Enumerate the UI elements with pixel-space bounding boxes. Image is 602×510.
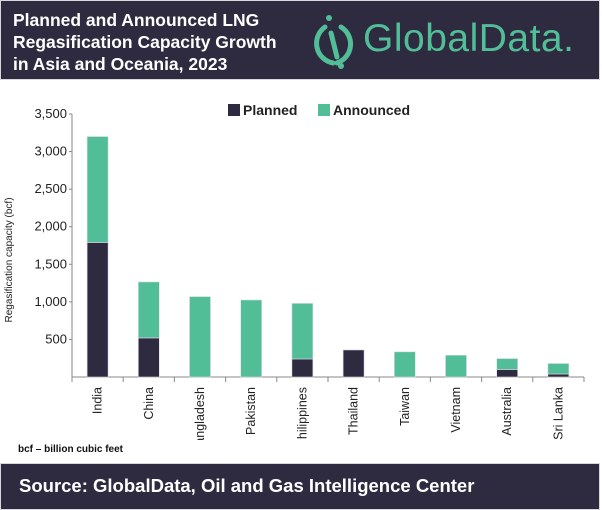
bar-planned: [496, 369, 519, 378]
x-category-label: Philippines: [295, 387, 309, 440]
bar-announced: [445, 354, 467, 378]
bar-planned: [138, 337, 160, 378]
bar-announced: [393, 351, 416, 378]
bar-planned: [342, 349, 365, 378]
unit-note: bcf – billion cubic feet: [18, 444, 124, 455]
x-category-label: Thailand: [347, 387, 361, 435]
globaldata-logo: GlobalData.: [311, 13, 596, 69]
title-line-3: in Asia and Oceania, 2023: [13, 54, 228, 74]
legend: Planned Announced: [228, 102, 410, 118]
title-line-2: Regasification Capacity Growth: [13, 32, 277, 52]
legend-label-announced: Announced: [333, 102, 410, 118]
bar-announced: [86, 136, 109, 243]
y-tick-label: 500: [45, 331, 67, 346]
x-category-label: Pakistan: [244, 387, 258, 435]
bar-planned: [86, 242, 109, 378]
x-category-label: Taiwan: [398, 387, 412, 426]
logo-mark-icon: [314, 15, 354, 69]
footer-banner: Source: GlobalData, Oil and Gas Intellig…: [0, 463, 600, 510]
bar-announced: [189, 296, 211, 378]
y-tick-label: 1,000: [34, 294, 67, 309]
legend-label-planned: Planned: [243, 102, 297, 118]
y-tick-label: 2,500: [34, 181, 67, 196]
y-tick-label: 3,000: [34, 144, 67, 159]
bar-announced: [138, 281, 160, 339]
y-axis-label: Regasification capacity (bcf): [4, 197, 15, 322]
x-category-label: China: [142, 387, 156, 420]
bar-chart: Planned Announced Regasification capacit…: [4, 102, 585, 440]
bar-announced: [547, 363, 570, 375]
x-category-label: Australia: [500, 387, 514, 436]
bar-planned: [291, 358, 314, 378]
y-tick-label: 2,000: [34, 219, 67, 234]
x-category-label: Vietnam: [449, 387, 463, 433]
chart-title: Planned and Announced LNG Regasification…: [13, 9, 283, 75]
bar-planned: [547, 373, 570, 378]
bar-announced: [496, 358, 519, 370]
y-tick-label: 3,500: [34, 106, 67, 121]
legend-swatch-announced: [318, 104, 330, 116]
bar-announced: [291, 303, 314, 360]
y-tick-label: 1,500: [34, 256, 67, 271]
bar-announced: [240, 299, 262, 378]
title-line-1: Planned and Announced LNG: [13, 10, 260, 30]
x-category-label: India: [91, 387, 105, 414]
source-text: Source: GlobalData, Oil and Gas Intellig…: [19, 475, 475, 496]
logo-text: GlobalData.: [363, 17, 575, 60]
x-category-label: Sri Lanka: [551, 387, 565, 440]
legend-swatch-planned: [228, 104, 240, 116]
header-banner: Planned and Announced LNG Regasification…: [0, 0, 600, 80]
x-category-label: Bangladesh: [193, 387, 207, 440]
